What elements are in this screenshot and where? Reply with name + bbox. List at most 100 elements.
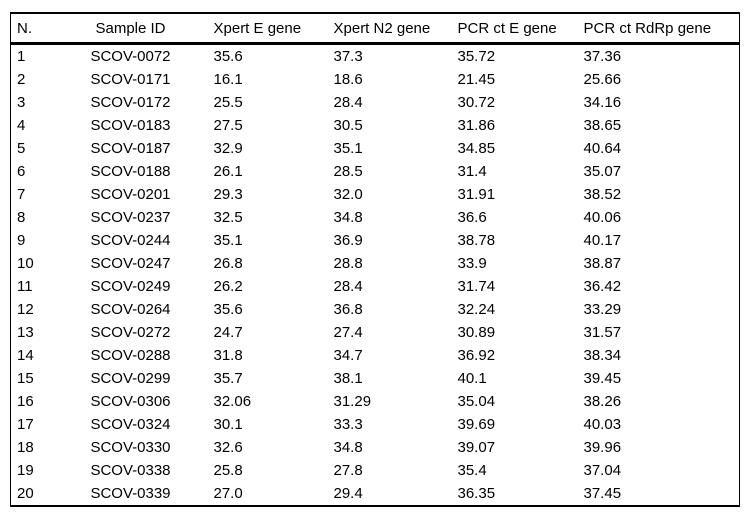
table-cell: SCOV-0324 [90, 416, 171, 433]
table-cell: 26.2 [213, 278, 243, 295]
table-cell: SCOV-0247 [90, 255, 171, 272]
table-cell: 37.3 [333, 48, 363, 65]
table-cell: 32.24 [457, 301, 496, 318]
table-cell: 25.66 [583, 71, 622, 88]
table-cell: 37.04 [583, 462, 622, 479]
table-cell: 32.0 [333, 186, 363, 203]
table-cell: 38.65 [583, 117, 622, 134]
table-cell: 30.5 [333, 117, 363, 134]
table-cell: 10 [17, 255, 34, 272]
table-cell: 38.34 [583, 347, 622, 364]
table-row: 5 SCOV-0187 32.9 35.1 34.85 40.64 [11, 137, 740, 160]
table-cell: 38.52 [583, 186, 622, 203]
table-cell: 28.8 [333, 255, 363, 272]
header-sample-id: Sample ID [95, 19, 166, 37]
table-cell: 32.9 [213, 140, 243, 157]
table-cell: SCOV-0244 [90, 232, 171, 249]
table-cell: 39.69 [457, 416, 496, 433]
table-cell: SCOV-0188 [90, 163, 171, 180]
table-cell: SCOV-0183 [90, 117, 171, 134]
table-cell: 36.6 [457, 209, 487, 226]
header-xpert-n2-gene: Xpert N2 gene [333, 19, 431, 37]
table-cell: 20 [17, 485, 34, 502]
table-row: 12 SCOV-0264 35.6 36.8 32.24 33.29 [11, 298, 740, 321]
table-cell: 36.42 [583, 278, 622, 295]
table-cell: 35.1 [333, 140, 363, 157]
table-cell: 3 [17, 94, 26, 111]
table-cell: 34.16 [583, 94, 622, 111]
table-body: 1 SCOV-0072 35.6 37.3 35.72 37.36 2 SCOV-0171 16… [11, 44, 740, 507]
table-cell: 30.89 [457, 324, 496, 341]
table-row: 9 SCOV-0244 35.1 36.9 38.78 40.17 [11, 229, 740, 252]
table-cell: 26.1 [213, 163, 243, 180]
table-cell: 27.8 [333, 462, 363, 479]
table-row: 20 SCOV-0339 27.0 29.4 36.35 37.45 [11, 482, 740, 506]
table-cell: 19 [17, 462, 34, 479]
table-cell: SCOV-0187 [90, 140, 171, 157]
table-cell: 31.8 [213, 347, 243, 364]
table-cell: 39.96 [583, 439, 622, 456]
table-cell: 31.91 [457, 186, 496, 203]
table-cell: SCOV-0249 [90, 278, 171, 295]
table-cell: 16.1 [213, 71, 243, 88]
table-cell: 33.29 [583, 301, 622, 318]
table-cell: 36.35 [457, 485, 496, 502]
table-cell: 13 [17, 324, 34, 341]
table-cell: 35.72 [457, 48, 496, 65]
table-cell: 38.26 [583, 393, 622, 410]
table-cell: 25.5 [213, 94, 243, 111]
table-cell: 39.07 [457, 439, 496, 456]
table-row: 19 SCOV-0338 25.8 27.8 35.4 37.04 [11, 459, 740, 482]
header-pcr-ct-e-gene: PCR ct E gene [457, 19, 557, 37]
table-cell: 31.74 [457, 278, 496, 295]
table-cell: 34.85 [457, 140, 496, 157]
table-row: 14 SCOV-0288 31.8 34.7 36.92 38.34 [11, 344, 740, 367]
table-cell: 24.7 [213, 324, 243, 341]
table-cell: SCOV-0237 [90, 209, 171, 226]
table-cell: 32.5 [213, 209, 243, 226]
table-cell: 40.64 [583, 140, 622, 157]
header-pcr-ct-rdrp-gene: PCR ct RdRp gene [583, 19, 712, 37]
table-row: 3 SCOV-0172 25.5 28.4 30.72 34.16 [11, 91, 740, 114]
table-cell: 32.06 [213, 393, 252, 410]
table-cell: SCOV-0288 [90, 347, 171, 364]
table-cell: 29.4 [333, 485, 363, 502]
table-cell: 28.5 [333, 163, 363, 180]
table-cell: SCOV-0072 [90, 48, 171, 65]
table-cell: 36.92 [457, 347, 496, 364]
table-cell: 27.5 [213, 117, 243, 134]
table-cell: 40.03 [583, 416, 622, 433]
table-cell: 40.06 [583, 209, 622, 226]
table-cell: 35.04 [457, 393, 496, 410]
table-cell: SCOV-0330 [90, 439, 171, 456]
table-cell: 37.45 [583, 485, 622, 502]
table-cell: 29.3 [213, 186, 243, 203]
table-cell: 31.86 [457, 117, 496, 134]
table-cell: 38.78 [457, 232, 496, 249]
table-cell: 35.6 [213, 48, 243, 65]
table-cell: 34.7 [333, 347, 363, 364]
table-cell: 26.8 [213, 255, 243, 272]
table-cell: 9 [17, 232, 26, 249]
table-cell: 25.8 [213, 462, 243, 479]
table-cell: 15 [17, 370, 34, 387]
table-cell: 31.4 [457, 163, 487, 180]
table-cell: SCOV-0171 [90, 71, 171, 88]
table-cell: 14 [17, 347, 34, 364]
table-row: 8 SCOV-0237 32.5 34.8 36.6 40.06 [11, 206, 740, 229]
table-cell: 27.0 [213, 485, 243, 502]
header-n: N. [17, 19, 32, 37]
table-cell: 1 [17, 48, 26, 65]
table-row: 16 SCOV-0306 32.06 31.29 35.04 38.26 [11, 390, 740, 413]
table-cell: 18.6 [333, 71, 363, 88]
table-cell: 28.4 [333, 94, 363, 111]
table-cell: 36.8 [333, 301, 363, 318]
table-cell: 38.87 [583, 255, 622, 272]
table-cell: 39.45 [583, 370, 622, 387]
table-cell: SCOV-0264 [90, 301, 171, 318]
table-cell: SCOV-0338 [90, 462, 171, 479]
table-cell: 18 [17, 439, 34, 456]
table-cell: 4 [17, 117, 26, 134]
table-cell: 21.45 [457, 71, 496, 88]
